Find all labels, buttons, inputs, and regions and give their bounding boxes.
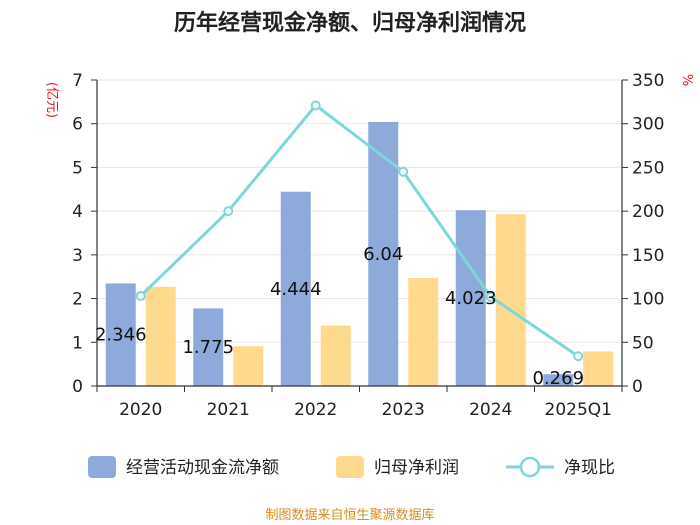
x-tick-label: 2021 bbox=[207, 400, 250, 420]
left-tick-label: 5 bbox=[72, 158, 83, 178]
right-tick-label: 50 bbox=[632, 333, 654, 353]
x-tick-label: 2023 bbox=[382, 400, 425, 420]
legend-label-cashflow: 经营活动现金流净额 bbox=[126, 458, 279, 478]
legend-swatch-cashflow bbox=[88, 456, 116, 478]
right-tick-label: 300 bbox=[632, 115, 664, 135]
right-tick-label: 200 bbox=[632, 202, 664, 222]
data-label-cashflow: 6.04 bbox=[363, 244, 403, 265]
ratio-line bbox=[135, 100, 584, 362]
bar-netprofit bbox=[408, 278, 439, 386]
chart-title: 历年经营现金净额、归母净利润情况 bbox=[174, 10, 526, 36]
left-axis-unit: (亿元) bbox=[44, 82, 59, 118]
axes: 0 1 2 3 4 5 6 7 0 50 100 150 200 250 300 350 2020 2021 202… bbox=[72, 71, 664, 420]
left-tick-label: 6 bbox=[72, 115, 83, 135]
bar-cashflow bbox=[543, 374, 574, 386]
ratio-point bbox=[398, 166, 409, 177]
left-tick-label: 3 bbox=[72, 246, 83, 266]
bar-cashflow bbox=[105, 283, 136, 386]
right-axis-unit: % bbox=[679, 74, 694, 86]
data-label-cashflow: 2.346 bbox=[95, 325, 147, 346]
ratio-point bbox=[485, 291, 496, 302]
left-tick-label: 7 bbox=[72, 71, 83, 91]
legend-swatch-netprofit bbox=[336, 456, 364, 478]
right-tick-label: 150 bbox=[632, 246, 664, 266]
ratio-point bbox=[223, 206, 234, 217]
bar-netprofit bbox=[495, 214, 526, 386]
right-tick-label: 0 bbox=[632, 377, 643, 397]
x-tick-label: 2025Q1 bbox=[545, 400, 612, 420]
right-tick-label: 100 bbox=[632, 290, 664, 310]
bar-netprofit bbox=[320, 325, 351, 386]
legend-label-ratio: 净现比 bbox=[564, 458, 615, 478]
ratio-line-path bbox=[139, 103, 580, 358]
legend-label-netprofit: 归母净利润 bbox=[374, 458, 459, 478]
data-label-cashflow: 4.444 bbox=[270, 279, 322, 300]
data-labels: 2.346 1.775 4.444 6.04 4.023 0.269 bbox=[95, 244, 584, 389]
left-tick-label: 4 bbox=[72, 202, 83, 222]
source-note: 制图数据来自恒生聚源数据库 bbox=[265, 507, 434, 523]
x-tick-label: 2022 bbox=[294, 400, 337, 420]
data-label-cashflow: 1.775 bbox=[182, 337, 234, 358]
bar-cashflow bbox=[280, 191, 311, 386]
data-label-cashflow: 0.269 bbox=[532, 368, 584, 389]
ratio-point bbox=[310, 100, 321, 111]
legend-marker-ratio bbox=[519, 456, 541, 478]
left-tick-label: 0 bbox=[72, 377, 83, 397]
right-tick-label: 250 bbox=[632, 158, 664, 178]
data-label-cashflow: 4.023 bbox=[445, 288, 497, 309]
x-tick-label: 2020 bbox=[119, 400, 162, 420]
bar-netprofit bbox=[145, 286, 176, 386]
ratio-point bbox=[135, 290, 146, 301]
ratio-point bbox=[573, 351, 584, 362]
bar-netprofit bbox=[583, 351, 614, 386]
bar-cashflow bbox=[193, 308, 224, 386]
bars bbox=[105, 121, 614, 387]
x-tick-label: 2024 bbox=[469, 400, 512, 420]
bar-netprofit bbox=[233, 346, 264, 386]
left-tick-label: 2 bbox=[72, 290, 83, 310]
right-tick-label: 350 bbox=[632, 71, 664, 91]
left-tick-label: 1 bbox=[72, 333, 83, 353]
legend: 经营活动现金流净额 归母净利润 净现比 bbox=[88, 456, 615, 478]
bar-cashflow bbox=[455, 210, 486, 386]
